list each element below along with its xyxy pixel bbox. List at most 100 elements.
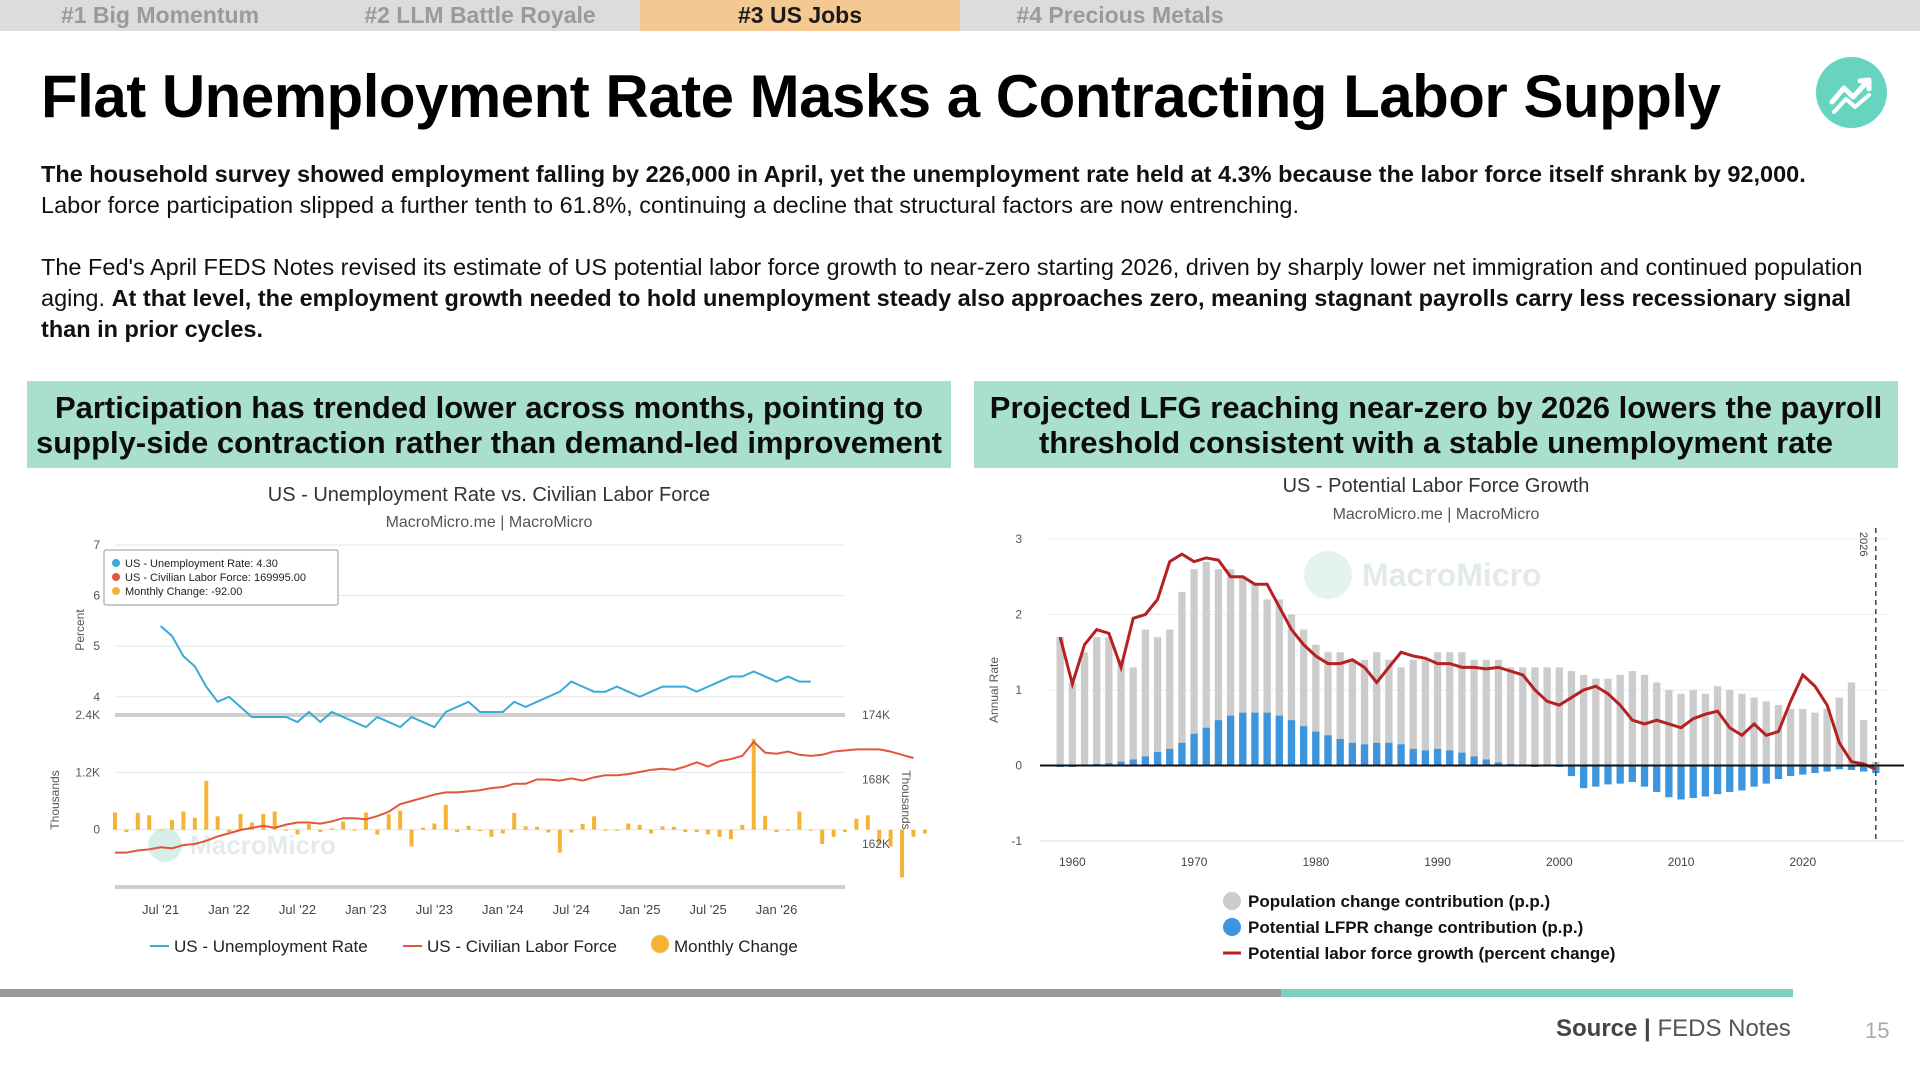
lfpr-contribution-bar	[1141, 756, 1150, 766]
population-contribution-bar	[1860, 720, 1868, 766]
population-contribution-bar	[1190, 569, 1198, 766]
monthly-change-bar	[489, 829, 494, 837]
population-contribution-bar	[1080, 652, 1089, 766]
bottom-right-ytick-label: 174K	[862, 708, 890, 722]
monthly-change-bar	[170, 820, 175, 830]
right-chart-banner: Projected LFG reaching near-zero by 2026…	[974, 381, 1898, 468]
legend-population-swatch	[1223, 892, 1241, 910]
lfpr-contribution-bar	[1275, 715, 1283, 766]
population-contribution-bar	[1847, 682, 1856, 766]
lfpr-contribution-bar	[1239, 712, 1247, 766]
population-contribution-bar	[1470, 659, 1478, 766]
monthly-change-bar	[386, 814, 391, 830]
summary-1-text: Labor force participation slipped a furt…	[41, 192, 1299, 218]
bottom-left-ylabel: Thousands	[48, 770, 62, 829]
population-contribution-bar	[1263, 599, 1271, 766]
monthly-change-bar	[432, 823, 437, 830]
slide-progress-track	[0, 989, 1793, 997]
monthly-change-bar	[922, 829, 927, 834]
population-contribution-bar	[1774, 705, 1783, 766]
monthly-change-bar	[443, 804, 448, 830]
monthly-change-bar	[740, 824, 745, 830]
monthly-change-bar	[181, 811, 186, 830]
population-contribution-bar	[1592, 678, 1600, 766]
lfpr-contribution-bar	[1385, 742, 1393, 766]
tab-us-jobs[interactable]: #3 US Jobs	[640, 0, 960, 31]
monthly-change-bar	[318, 829, 323, 833]
monthly-change-bar	[329, 828, 334, 830]
right-chart-subtitle: MacroMicro.me | MacroMicro	[1332, 506, 1540, 523]
population-contribution-bar	[1555, 667, 1563, 766]
monthly-change-bar	[865, 815, 870, 830]
population-contribution-bar	[1178, 591, 1186, 766]
summary-paragraph-2: The Fed's April FEDS Notes revised its e…	[41, 252, 1891, 345]
lfpr-contribution-bar	[1482, 759, 1490, 766]
lfpr-contribution-bar	[1373, 742, 1381, 766]
tab-precious-metals[interactable]: #4 Precious Metals	[1016, 2, 1224, 28]
monthly-change-bar	[728, 829, 733, 840]
monthly-change-bar	[569, 829, 574, 833]
lfpr-contribution-bar	[1421, 750, 1430, 766]
monthly-change-bar	[831, 829, 836, 837]
monthly-change-bar	[888, 829, 893, 847]
page-number: 15	[1865, 1018, 1890, 1043]
monthly-change-bar	[626, 823, 631, 830]
top-ylabel: Percent	[73, 609, 87, 651]
lfpr-contribution-bar	[1312, 731, 1320, 766]
lfpr-contribution-bar	[1616, 765, 1624, 784]
ylabel: Annual Rate	[987, 657, 1001, 723]
population-contribution-bar	[1786, 708, 1795, 766]
monthly-change-bar	[227, 829, 232, 833]
xtick-label: 1990	[1424, 855, 1451, 869]
population-contribution-bar	[1446, 652, 1454, 766]
lfpr-contribution-bar	[1251, 712, 1259, 766]
legend-labor-force-label: US - Civilian Labor Force	[427, 937, 617, 956]
monthly-change-bar	[523, 826, 528, 830]
monthly-change-bar	[238, 813, 243, 830]
tab-big-momentum[interactable]: #1 Big Momentum	[60, 2, 260, 28]
xtick-label: 2000	[1546, 855, 1573, 869]
slide-progress-fill	[1281, 989, 1793, 997]
monthly-change-bar	[900, 829, 905, 878]
population-contribution-bar	[1397, 667, 1405, 766]
monthly-change-bar	[295, 829, 300, 835]
tooltip-line: US - Civilian Labor Force: 169995.00	[125, 572, 306, 584]
monthly-change-bar	[455, 829, 460, 833]
xtick-label: 1960	[1059, 855, 1086, 869]
x-tick-label: Jan '22	[208, 902, 250, 917]
left-banner-text: Participation has trended lower across m…	[35, 389, 943, 460]
population-contribution-bar	[1738, 693, 1746, 766]
x-tick-label: Jan '25	[619, 902, 661, 917]
population-contribution-bar	[1141, 629, 1150, 766]
lfpr-contribution-bar	[1190, 733, 1198, 766]
monthly-change-bar	[751, 738, 756, 830]
monthly-change-bar	[649, 829, 654, 834]
population-contribution-bar	[1835, 697, 1843, 766]
x-tick-label: Jul '25	[690, 902, 727, 917]
population-contribution-bar	[1300, 629, 1308, 766]
monthly-change-bar	[478, 829, 482, 832]
tab-bar: #1 Big Momentum #2 LLM Battle Royale #3 …	[0, 0, 1920, 31]
population-contribution-bar	[1701, 693, 1710, 766]
lfpr-contribution-bar	[1726, 765, 1734, 792]
monthly-change-bar	[158, 829, 163, 831]
monthly-change-bar	[398, 810, 403, 830]
xtick-label: 2010	[1668, 855, 1695, 869]
lfpr-contribution-bar	[1580, 765, 1588, 789]
tab-llm-battle-royale[interactable]: #2 LLM Battle Royale	[364, 2, 596, 28]
population-contribution-bar	[1409, 659, 1417, 766]
lfpr-contribution-bar	[1202, 727, 1210, 766]
bottom-right-ytick-label: 162K	[862, 837, 890, 851]
lfpr-contribution-bar	[1762, 765, 1770, 784]
population-contribution-bar	[1823, 708, 1831, 766]
lfpr-contribution-bar	[1166, 748, 1174, 766]
population-contribution-bar	[1202, 561, 1210, 766]
source-separator: |	[1644, 1015, 1651, 1042]
monthly-change-bar	[580, 823, 585, 830]
monthly-change-bar	[592, 816, 597, 830]
bottom-left-ytick-label: 2.4K	[75, 708, 100, 722]
population-contribution-bar	[1166, 629, 1174, 766]
lfpr-contribution-bar	[1786, 765, 1795, 777]
population-contribution-bar	[1799, 708, 1807, 766]
population-contribution-bar	[1093, 637, 1101, 766]
